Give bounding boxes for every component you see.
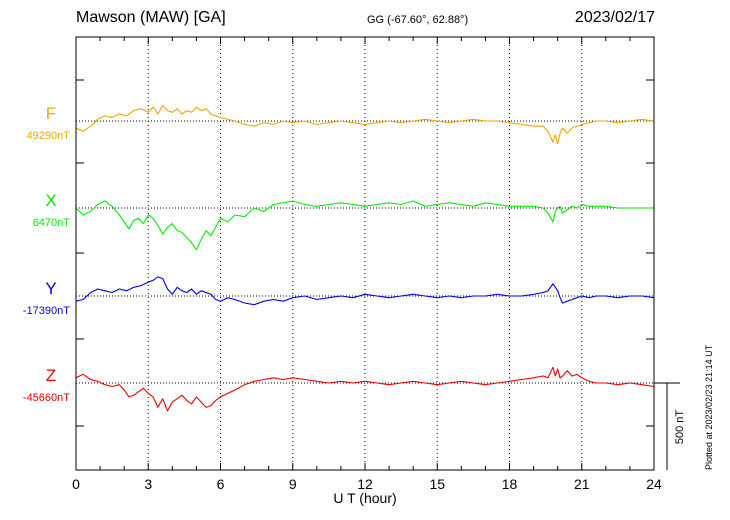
x-tick-label: 15 [429,476,445,492]
x-tick-label: 3 [144,476,152,492]
geographic-coordinates: GG (-67.60°, 62.88°) [367,14,469,26]
series-line-z [75,366,655,412]
x-tick-label: 0 [72,476,80,492]
series-name-z: Z [46,366,56,385]
x-tick-label: 24 [646,476,662,492]
series-name-y: Y [45,279,56,298]
series-name-f: F [46,104,56,123]
baselines [76,120,654,384]
x-axis-label: U T (hour) [333,490,396,506]
series-line-y [75,276,655,306]
scale-bar: 500 nT [654,382,686,470]
x-tick-label: 21 [574,476,590,492]
grid-lines [147,37,583,470]
x-tick-label: 12 [357,476,373,492]
series-line-f [75,104,655,145]
plot-date: 2023/02/17 [574,9,655,26]
series-baseline-value-x: 6470nT [33,217,71,229]
series-baseline-value-z: -45660nT [23,392,70,404]
station-title: Mawson (MAW) [GA] [76,9,226,26]
series-line-x [75,200,654,251]
series-labels: F 49290nT X 6470nT Y -17390nT Z -45660nT [23,104,70,404]
plotted-timestamp: Plotted at 2023/02/23 21:14 UT [704,344,714,470]
axis-ticks [75,37,655,470]
x-tick-label: 6 [217,476,225,492]
series-traces [75,104,655,412]
x-tick-label: 18 [502,476,518,492]
x-tick-label: 9 [289,476,297,492]
x-tick-labels: 0 3 6 9 12 15 18 21 24 [72,476,662,492]
series-baseline-value-y: -17390nT [23,305,70,317]
series-baseline-value-f: 49290nT [27,130,71,142]
scale-bar-label: 500 nT [674,410,686,445]
series-name-x: X [45,191,56,210]
